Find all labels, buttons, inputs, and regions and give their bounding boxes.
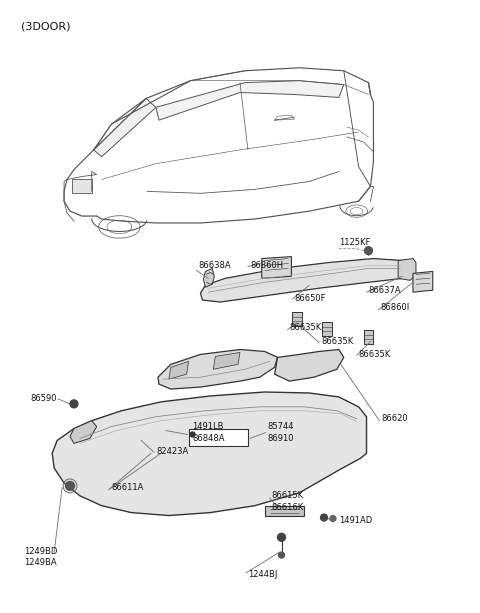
Polygon shape	[169, 361, 189, 379]
Polygon shape	[413, 272, 433, 292]
Text: 85744: 85744	[268, 422, 294, 431]
Text: 86620: 86620	[381, 414, 408, 423]
Text: 86611A: 86611A	[111, 484, 144, 492]
Text: 1244BJ: 1244BJ	[248, 570, 277, 579]
Polygon shape	[158, 349, 277, 389]
Circle shape	[190, 432, 195, 437]
Circle shape	[364, 246, 372, 254]
Polygon shape	[398, 259, 416, 280]
Text: 1125KF: 1125KF	[339, 238, 370, 247]
Circle shape	[70, 400, 78, 408]
Text: 86638A: 86638A	[199, 261, 231, 270]
Polygon shape	[292, 312, 302, 326]
Text: 86860H: 86860H	[250, 261, 283, 270]
Text: 86650F: 86650F	[294, 294, 326, 303]
Text: 86615K: 86615K	[272, 491, 304, 500]
Polygon shape	[201, 259, 413, 302]
Polygon shape	[72, 180, 92, 193]
Text: 82423A: 82423A	[156, 447, 188, 456]
Circle shape	[277, 533, 286, 541]
Polygon shape	[213, 352, 240, 369]
Text: 1249BA: 1249BA	[24, 558, 57, 568]
Text: 86635K: 86635K	[359, 350, 391, 359]
Polygon shape	[70, 421, 96, 443]
Polygon shape	[204, 268, 214, 287]
Text: 86637A: 86637A	[369, 286, 401, 295]
Polygon shape	[322, 322, 332, 336]
Circle shape	[278, 552, 285, 558]
Polygon shape	[94, 99, 156, 157]
Text: 1491LB: 1491LB	[192, 422, 224, 431]
Text: 86590: 86590	[30, 394, 57, 403]
Text: 86910: 86910	[268, 434, 294, 443]
Text: 1491AD: 1491AD	[339, 516, 372, 525]
Text: 86635K: 86635K	[289, 323, 322, 332]
Text: 86616K: 86616K	[272, 503, 304, 512]
Polygon shape	[363, 330, 373, 343]
Polygon shape	[52, 392, 367, 516]
Polygon shape	[189, 428, 248, 446]
Circle shape	[321, 514, 327, 521]
Polygon shape	[275, 349, 344, 381]
Text: 86860I: 86860I	[380, 303, 409, 313]
Circle shape	[66, 481, 74, 490]
Polygon shape	[262, 257, 291, 278]
Text: 1249BD: 1249BD	[24, 547, 58, 555]
Text: 86635K: 86635K	[321, 337, 353, 346]
Text: (3DOOR): (3DOOR)	[21, 21, 70, 31]
Text: 86848A: 86848A	[192, 434, 225, 443]
Polygon shape	[156, 81, 344, 120]
Polygon shape	[264, 506, 304, 516]
Circle shape	[330, 516, 336, 522]
